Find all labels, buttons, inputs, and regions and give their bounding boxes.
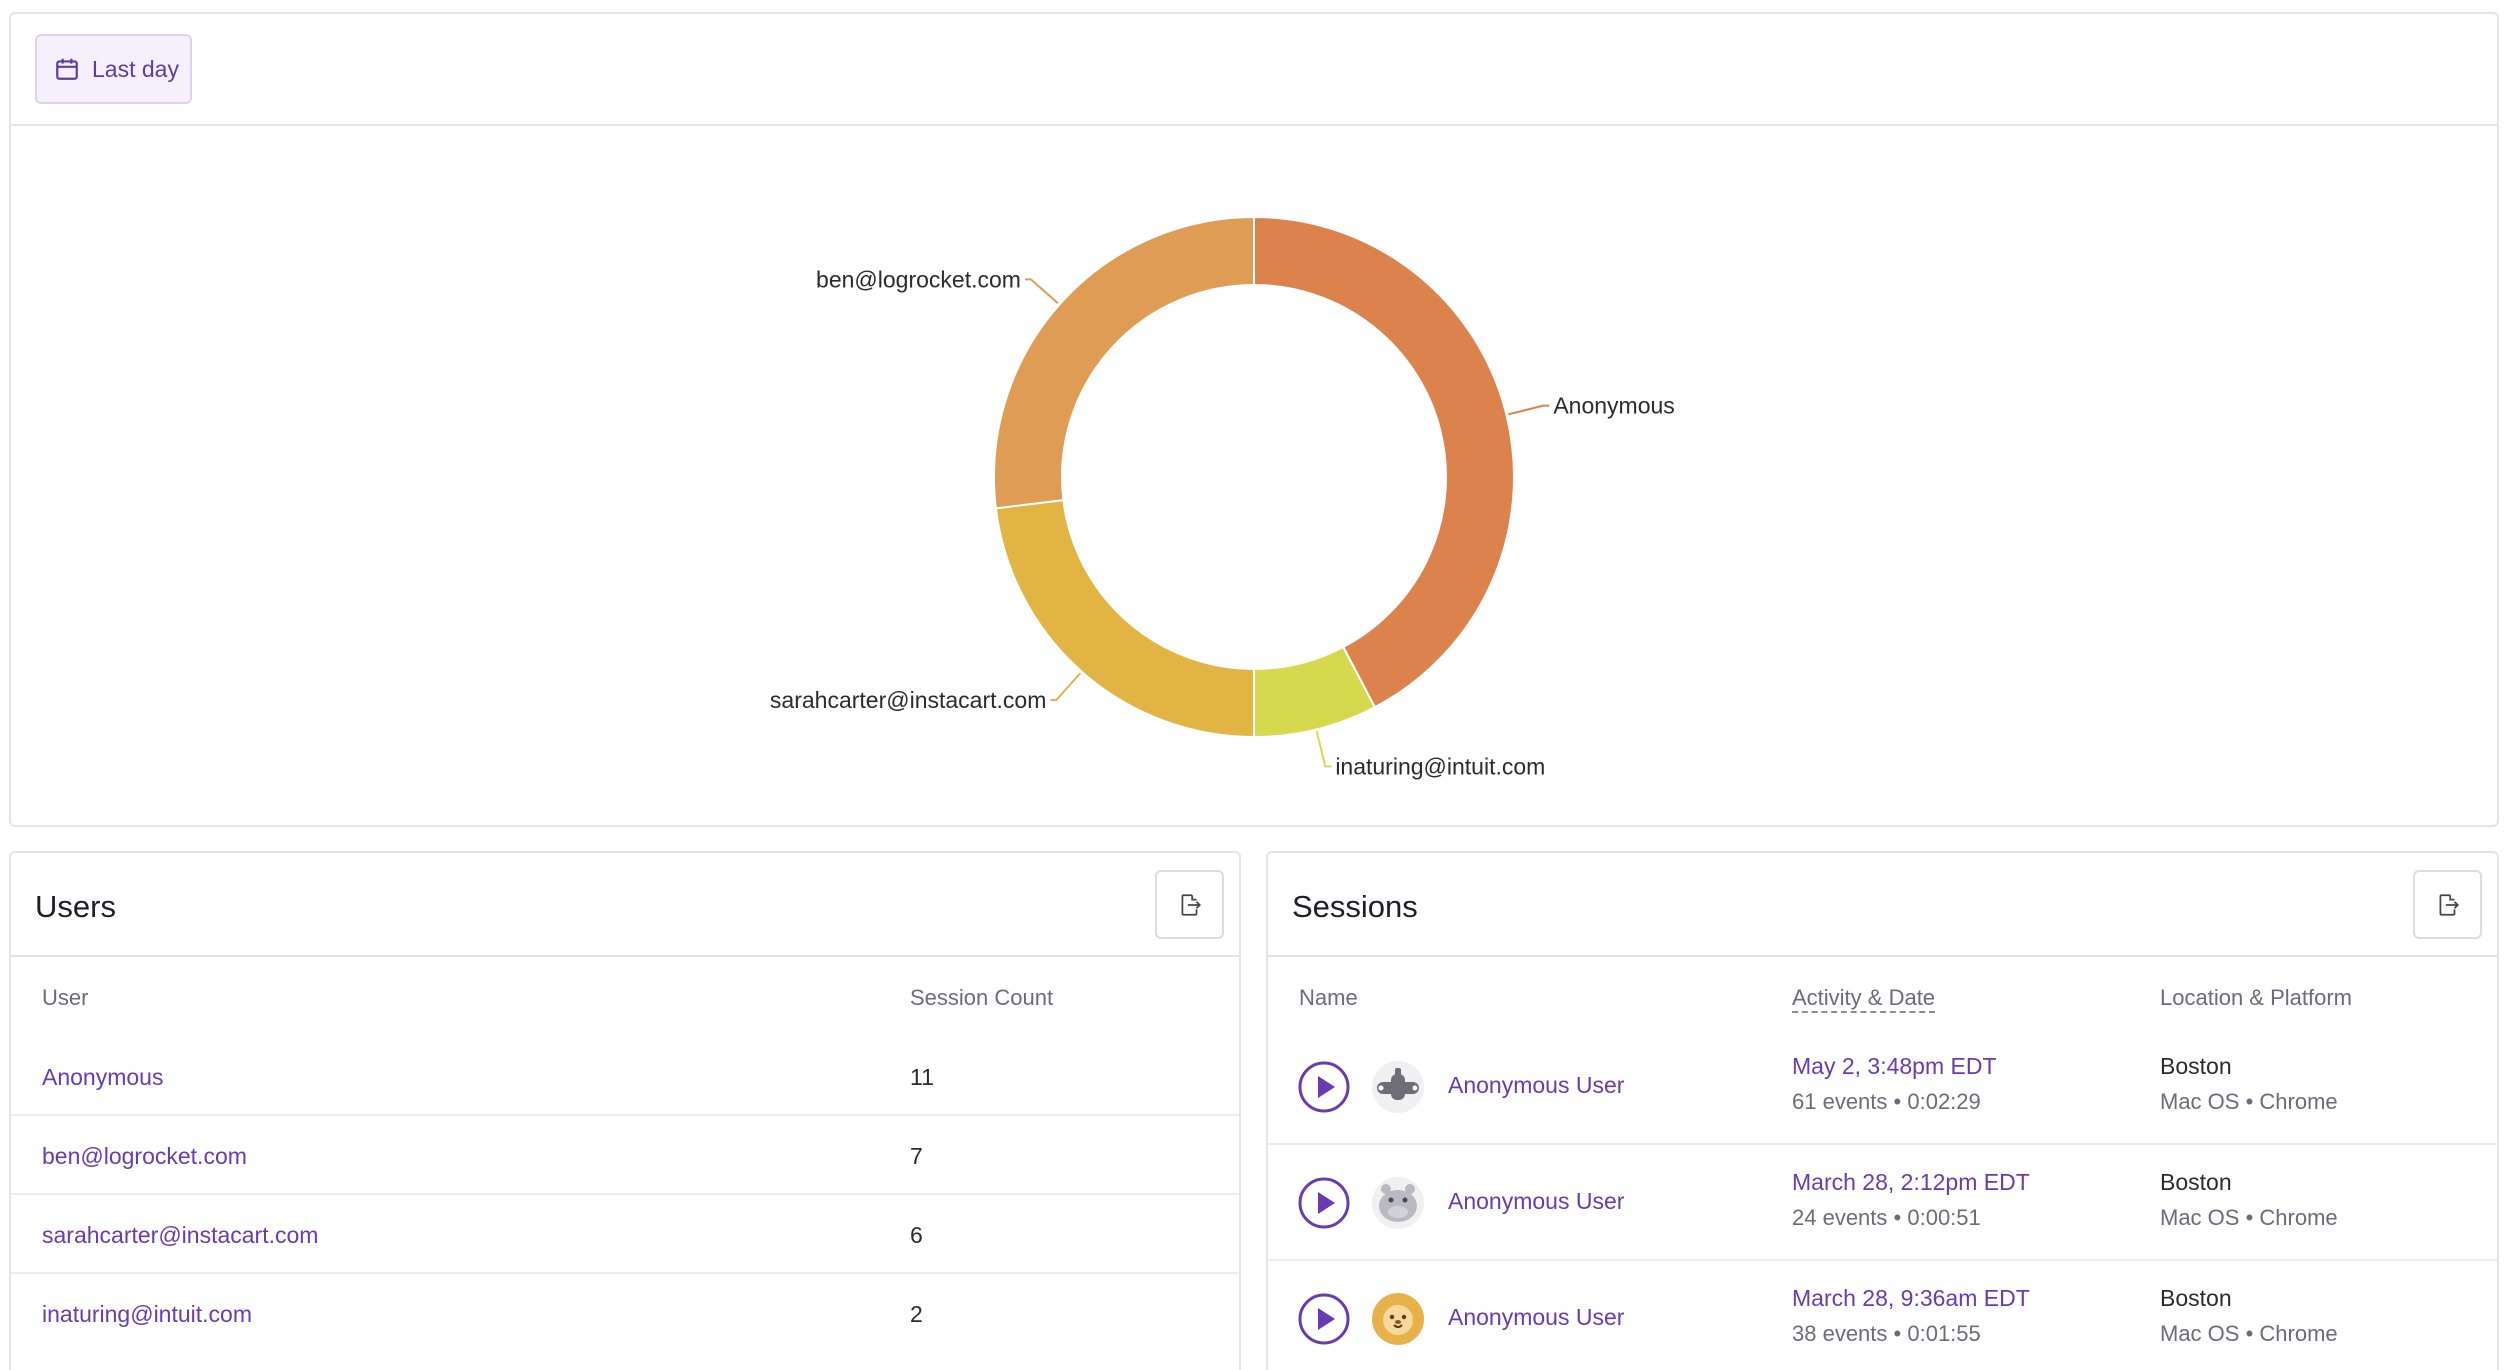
duration: 0:00:51 (1907, 1205, 1981, 1230)
session-user-link[interactable]: Anonymous User (1448, 1072, 1625, 1098)
browser: Chrome (2259, 1321, 2338, 1346)
duration: 0:01:55 (1907, 1321, 1981, 1346)
event-count: 24 events (1792, 1205, 1888, 1230)
column-header-name[interactable]: Name (1299, 985, 1358, 1010)
table-row: Anonymous 11 (11, 1037, 1239, 1116)
calendar-icon (56, 58, 78, 80)
sessions-export-button[interactable] (2413, 870, 2482, 939)
browser: Chrome (2259, 1089, 2338, 1114)
user-link[interactable]: sarahcarter@instacart.com (42, 1222, 319, 1248)
play-icon[interactable] (1298, 1293, 1350, 1345)
column-header-user[interactable]: User (42, 985, 89, 1010)
play-icon[interactable] (1298, 1061, 1350, 1113)
date-range-button[interactable]: Last day (35, 34, 192, 104)
user-link[interactable]: ben@logrocket.com (42, 1143, 247, 1169)
leader-line (1508, 404, 1550, 416)
column-header-location-platform[interactable]: Location & Platform (2160, 985, 2352, 1010)
os: Mac OS (2160, 1321, 2240, 1346)
users-header: Users (11, 853, 1239, 957)
export-icon (1181, 893, 1201, 916)
session-count: 7 (910, 1143, 923, 1169)
sessions-panel: Sessions Name Activity & Date Location &… (1266, 851, 2499, 1370)
separator: • (1893, 1089, 1902, 1114)
users-panel: Users User Session Count Anonymous 11 be… (9, 851, 1241, 1370)
user-link[interactable]: Anonymous (42, 1064, 164, 1090)
date-range-label: Last day (92, 55, 179, 82)
session-count: 2 (910, 1301, 923, 1327)
session-location: Boston (2160, 1285, 2232, 1311)
donut-chart: Anonymous inaturing@intuit.com sarahcarter… (770, 215, 1675, 779)
session-count: 11 (910, 1064, 934, 1090)
session-platform: Mac OS • Chrome (2160, 1321, 2338, 1347)
session-platform: Mac OS • Chrome (2160, 1205, 2338, 1231)
users-title: Users (35, 889, 116, 924)
leader-line (1024, 278, 1059, 305)
leader-line (1315, 731, 1332, 768)
donut-slice-1[interactable] (1253, 215, 1515, 709)
chart-panel: Last day Anonymous inaturing@intuit.com sa… (9, 12, 2499, 827)
session-date[interactable]: March 28, 9:36am EDT (1792, 1285, 2030, 1311)
leader-line (1050, 672, 1082, 702)
separator: • (2245, 1205, 2254, 1230)
session-meta: 24 events • 0:00:51 (1792, 1205, 1981, 1231)
session-date[interactable]: March 28, 2:12pm EDT (1792, 1169, 2030, 1195)
session-location: Boston (2160, 1169, 2232, 1195)
separator: • (2245, 1089, 2254, 1114)
session-count: 6 (910, 1222, 923, 1248)
separator: • (1893, 1205, 1902, 1230)
table-row: sarahcarter@instacart.com 6 (11, 1195, 1239, 1274)
chart-toolbar: Last day (11, 14, 2497, 126)
column-header-activity-date[interactable]: Activity & Date (1792, 985, 1936, 1013)
lion-avatar-icon (1372, 1293, 1424, 1345)
os: Mac OS (2160, 1205, 2240, 1230)
user-link[interactable]: inaturing@intuit.com (42, 1301, 252, 1327)
slice-label: ben@logrocket.com (816, 266, 1021, 292)
activity-date-label: Activity & Date (1792, 985, 1936, 1013)
sessions-header: Sessions (1268, 853, 2497, 957)
hammerhead-avatar-icon (1372, 1061, 1424, 1113)
session-meta: 61 events • 0:02:29 (1792, 1089, 1981, 1115)
slice-label: inaturing@intuit.com (1335, 753, 1545, 779)
hippo-avatar-icon (1372, 1177, 1424, 1229)
session-date[interactable]: May 2, 3:48pm EDT (1792, 1053, 1997, 1079)
session-meta: 38 events • 0:01:55 (1792, 1321, 1981, 1347)
users-export-button[interactable] (1155, 870, 1224, 939)
session-location: Boston (2160, 1053, 2232, 1079)
session-user-link[interactable]: Anonymous User (1448, 1304, 1625, 1330)
donut-slice-4[interactable] (993, 215, 1255, 510)
session-row[interactable]: Anonymous User May 2, 3:48pm EDT 61 even… (1268, 1029, 2497, 1145)
session-platform: Mac OS • Chrome (2160, 1089, 2338, 1115)
session-row[interactable]: Anonymous User March 28, 9:36am EDT 38 e… (1268, 1261, 2497, 1370)
duration: 0:02:29 (1907, 1089, 1981, 1114)
event-count: 61 events (1792, 1089, 1888, 1114)
slice-label: sarahcarter@instacart.com (770, 687, 1046, 713)
table-row: inaturing@intuit.com 2 (11, 1274, 1239, 1353)
event-count: 38 events (1792, 1321, 1888, 1346)
os: Mac OS (2160, 1089, 2240, 1114)
play-icon[interactable] (1298, 1177, 1350, 1229)
table-row: ben@logrocket.com 7 (11, 1116, 1239, 1195)
separator: • (2245, 1321, 2254, 1346)
browser: Chrome (2259, 1205, 2338, 1230)
column-header-session-count[interactable]: Session Count (910, 985, 1054, 1010)
sessions-title: Sessions (1292, 889, 1418, 924)
session-user-link[interactable]: Anonymous User (1448, 1188, 1625, 1214)
session-row[interactable]: Anonymous User March 28, 2:12pm EDT 24 e… (1268, 1145, 2497, 1261)
slice-label: Anonymous (1553, 393, 1674, 419)
separator: • (1893, 1321, 1902, 1346)
export-icon (2439, 893, 2459, 916)
